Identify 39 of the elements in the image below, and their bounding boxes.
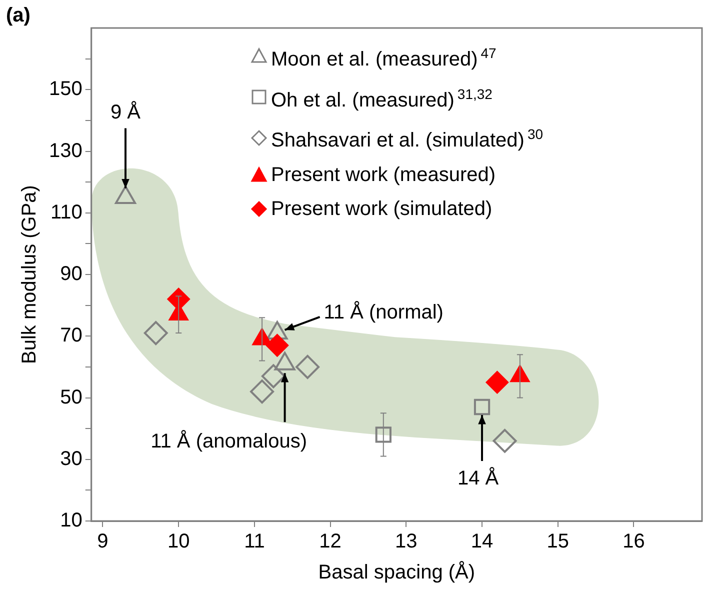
x-tick-label: 13	[395, 530, 418, 553]
x-axis-title: Basal spacing (Å)	[318, 560, 476, 584]
legend-label: Shahsavari et al. (simulated)$^{30}$	[271, 125, 544, 154]
point	[492, 428, 517, 453]
point	[250, 380, 274, 404]
x-tick-label: 15	[546, 530, 569, 553]
point	[114, 185, 136, 204]
point	[486, 370, 509, 394]
y-tick-label: 70	[60, 324, 82, 347]
point	[144, 321, 168, 346]
annotation: 14 Å	[457, 466, 500, 490]
y-tick-label: 10	[60, 510, 82, 532]
annotation: 9 Å	[110, 100, 142, 124]
text: (a)	[6, 4, 30, 27]
x-tick-label: 16	[622, 530, 645, 553]
point	[375, 426, 392, 443]
x-tick-label: 11	[244, 530, 265, 553]
y-tick-label: 110	[50, 201, 82, 224]
y-axis-title: Bulk modulus (GPa)	[18, 185, 41, 364]
point	[261, 364, 286, 388]
legend-label: Present work (simulated)	[271, 196, 492, 222]
annotation: 11 Å (normal)	[324, 300, 444, 324]
x-tick-label: 14	[470, 530, 494, 553]
y-tick-label: 30	[60, 448, 82, 470]
y-tick-label: 50	[60, 386, 82, 408]
legend-label: Present work (measured)	[271, 162, 496, 188]
point	[266, 321, 288, 340]
x-tick-label: 10	[167, 530, 190, 553]
x-tick-label: 12	[319, 530, 342, 553]
point	[266, 334, 289, 357]
x-tick-label: 9	[97, 530, 108, 553]
y-tick-label: 150	[48, 78, 82, 100]
point	[474, 398, 490, 416]
point	[296, 354, 320, 379]
annotation: 11 Å (anomalous)	[150, 430, 307, 453]
legend-label: Moon et al. (measured)$^{47}$	[271, 44, 496, 73]
y-tick-label: 90	[60, 263, 82, 286]
y-tick-label: 130	[48, 140, 82, 162]
legend-label: Oh et al. (measured)$^{31,32}$	[271, 84, 492, 114]
